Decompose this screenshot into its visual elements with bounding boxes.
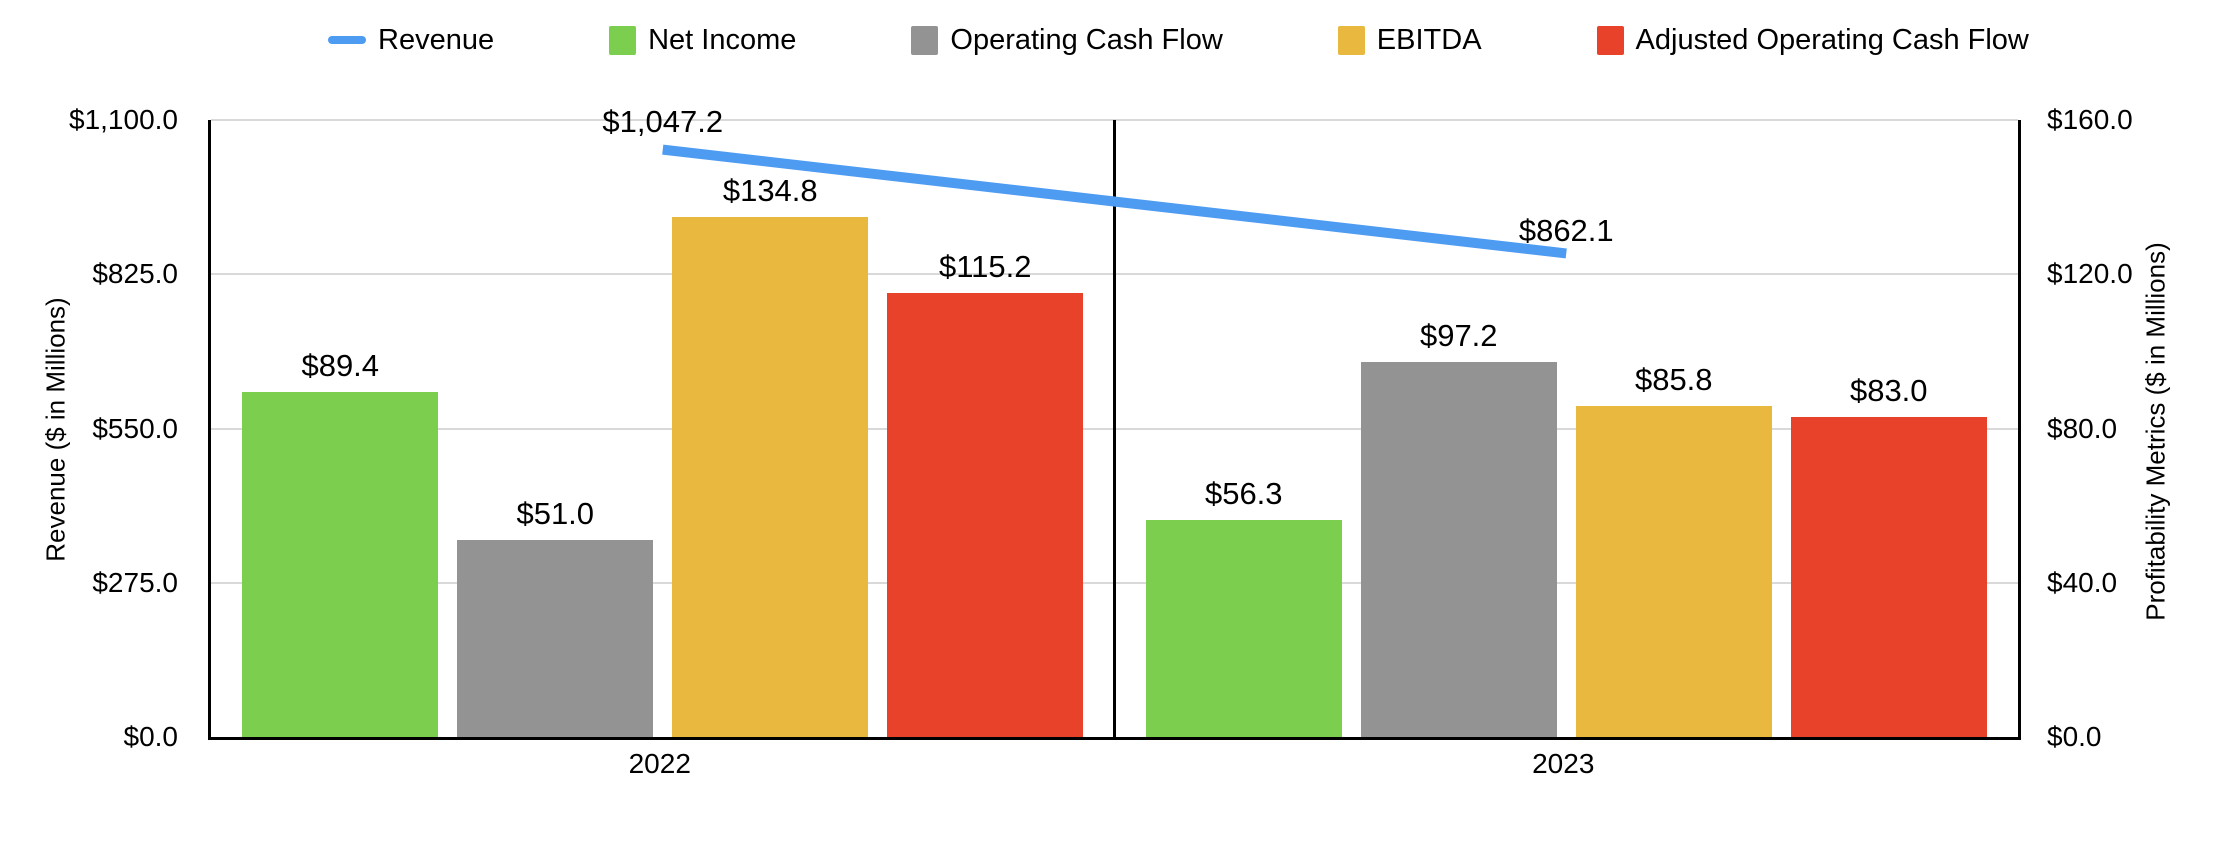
bar-value-label: $83.0 [1849, 372, 1928, 408]
category-divider [1113, 120, 1116, 737]
line-swatch-icon [328, 36, 366, 44]
legend-label: Operating Cash Flow [950, 23, 1223, 56]
plot-area: $89.4 $56.3 $51.0 $97.2 $134.8 $85.8 $115.2 $83… [208, 104, 2021, 740]
bar-value-label: $97.2 [1419, 318, 1498, 354]
legend-item-adjusted-operating-cash-flow: Adjusted Operating Cash Flow [1596, 23, 2029, 57]
bar-net-income-2023 [1145, 519, 1342, 737]
bar-ebitda-2023 [1575, 406, 1772, 737]
square-swatch-icon [609, 25, 637, 55]
bar-adjusted-operating-cash-flow-2022 [887, 292, 1084, 737]
bar-adjusted-operating-cash-flow-2023 [1790, 416, 1987, 737]
right-axis-title: Profitability Metrics ($ in Millions) [2140, 242, 2171, 621]
tick-label: $825.0 [92, 258, 178, 290]
left-axis-title: Revenue ($ in Millions) [40, 297, 71, 562]
legend-item-net-income: Net Income [609, 24, 796, 57]
tick-label: $160.0 [2047, 104, 2133, 135]
bar-operating-cash-flow-2023 [1360, 362, 1557, 737]
bar-value-label: $115.2 [938, 248, 1032, 284]
tick-label: $80.0 [2047, 412, 2118, 444]
square-swatch-icon [911, 25, 939, 55]
bar-ebitda-2022 [672, 217, 869, 737]
x-axis-label-2022: 2022 [628, 748, 691, 779]
legend-label: Net Income [648, 23, 797, 56]
bar-operating-cash-flow-2022 [457, 540, 654, 737]
legend-label: Revenue [378, 23, 495, 56]
tick-label: $40.0 [2047, 566, 2118, 598]
legend-item-revenue: Revenue [328, 24, 494, 57]
legend-item-operating-cash-flow: Operating Cash Flow [911, 23, 1223, 57]
bar-value-label: $85.8 [1634, 362, 1713, 398]
legend-item-ebitda: EBITDA [1337, 23, 1482, 57]
tick-label: $1,100.0 [69, 104, 178, 135]
tick-label: $0.0 [2047, 721, 2102, 752]
square-swatch-icon [1596, 25, 1624, 55]
line-value-label: $1,047.2 [602, 103, 724, 139]
bar-net-income-2022 [242, 392, 439, 737]
bar-value-label: $56.3 [1204, 475, 1283, 511]
bar-value-label: $51.0 [516, 496, 595, 532]
legend-label: EBITDA [1376, 23, 1482, 56]
tick-label: $275.0 [92, 566, 178, 598]
revenue-line [662, 144, 1567, 259]
square-swatch-icon [1337, 25, 1365, 55]
x-axis-label-2023: 2023 [1532, 748, 1595, 779]
legend-label: Adjusted Operating Cash Flow [1635, 23, 2029, 56]
bar-value-label: $89.4 [301, 348, 380, 384]
tick-label: $120.0 [2047, 258, 2133, 290]
legend: Revenue Net Income Operating Cash Flow EBIT… [328, 20, 2029, 60]
bar-value-label: $134.8 [722, 173, 818, 209]
tick-label: $0.0 [123, 721, 179, 752]
tick-label: $550.0 [92, 412, 178, 444]
line-value-label: $862.1 [1518, 213, 1614, 249]
